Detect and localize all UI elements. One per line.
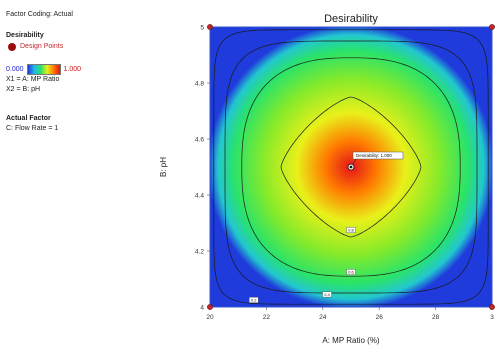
- legend-panel: Factor Coding: Actual Desirability Desig…: [6, 4, 156, 134]
- scale-max-label: 1.000: [63, 65, 82, 73]
- design-point[interactable]: [207, 304, 213, 310]
- optimum-label: Desirability: 1.000: [356, 153, 392, 158]
- x-tick-label: 24: [319, 314, 327, 321]
- contour-label: 0.6: [348, 270, 354, 275]
- contour-label: 0.4: [324, 292, 330, 297]
- x2-definition: X2 = B: pH: [6, 86, 41, 93]
- y-tick-label: 4.6: [195, 137, 204, 144]
- y-tick-label: 4.2: [195, 249, 204, 256]
- response-title: Desirability: [6, 32, 44, 39]
- contour-label-box: [346, 227, 356, 233]
- contour-label: 0.8: [348, 228, 354, 233]
- y-axis-label: B: pH: [159, 157, 168, 177]
- plot-frame: [209, 26, 493, 308]
- x-tick-label: 3: [490, 314, 494, 321]
- scale-min-label: 0.000: [6, 65, 24, 73]
- contour-label: 0.2: [251, 298, 257, 303]
- design-point[interactable]: [489, 304, 495, 310]
- color-scale-bar: [26, 64, 61, 75]
- chart-title: Desirability: [324, 13, 378, 25]
- design-point[interactable]: [207, 24, 213, 30]
- actual-factor-title: Actual Factor: [6, 115, 51, 122]
- contour-label-box: [249, 297, 259, 303]
- factor-coding-text: Factor Coding: Actual: [6, 11, 73, 18]
- design-points-label: Design Points: [20, 43, 64, 50]
- x-tick-label: 26: [376, 314, 384, 321]
- contour-line: [241, 57, 461, 277]
- y-tick-label: 4.4: [195, 193, 204, 200]
- contour-line: [213, 29, 489, 305]
- actual-factor-value: C: Flow Rate = 1: [6, 125, 59, 132]
- optimum-annotation: Desirability: 1.000: [347, 151, 404, 171]
- y-tick-label: 4: [200, 305, 204, 312]
- contour-line: [224, 40, 478, 294]
- contour-label-box: [322, 291, 332, 298]
- x1-definition: X1 = A: MP Ratio: [6, 76, 60, 83]
- x-tick-label: 22: [263, 314, 271, 321]
- y-tick-label: 5: [200, 25, 204, 32]
- design-point[interactable]: [489, 24, 495, 30]
- contour-label-box: [346, 269, 356, 275]
- color-scale: 0.000 1.000: [6, 64, 156, 75]
- x-axis-label: A: MP Ratio (%): [322, 336, 380, 345]
- x-tick-label: 20: [206, 314, 214, 321]
- contour-line: [280, 96, 422, 238]
- design-point-marker-icon: [8, 43, 16, 51]
- y-tick-label: 4.8: [195, 81, 204, 88]
- x-tick-label: 28: [432, 314, 440, 321]
- design-points-legend: Design Points: [6, 42, 156, 52]
- optimum-point-center: [349, 165, 353, 169]
